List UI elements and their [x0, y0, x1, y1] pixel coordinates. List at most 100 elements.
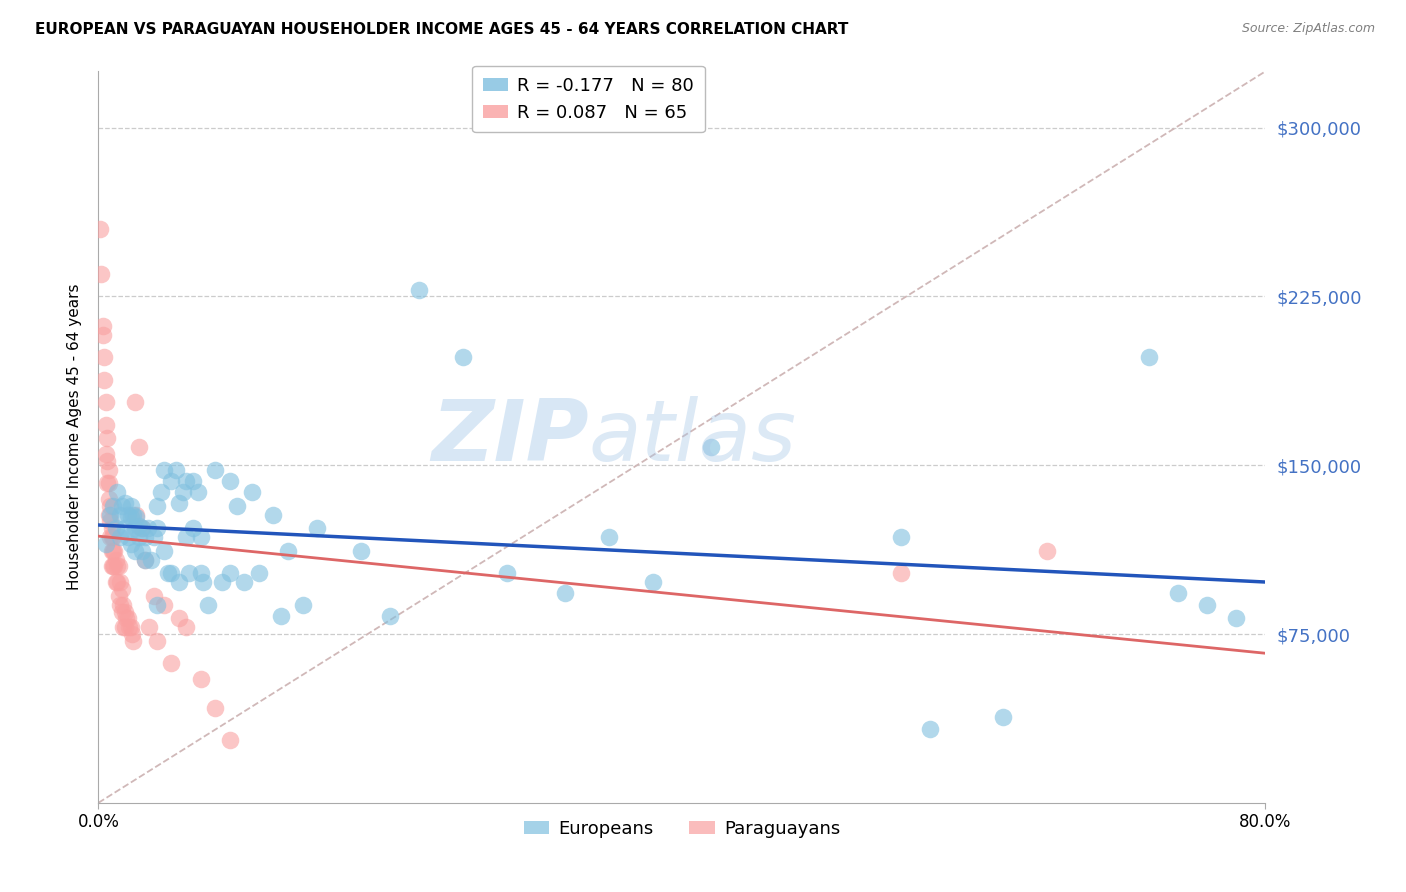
Point: [117, 530, 139, 544]
Point: [124, 543, 146, 558]
Point: [117, 611, 139, 625]
Point: [247, 566, 270, 581]
Point: [134, 553, 156, 567]
Point: [110, 530, 132, 544]
Point: [187, 485, 209, 500]
Point: [131, 543, 153, 558]
Point: [104, 553, 127, 567]
Point: [174, 620, 197, 634]
Point: [89, 222, 111, 236]
Point: [598, 530, 620, 544]
Point: [172, 485, 194, 500]
Point: [110, 508, 132, 522]
Point: [177, 566, 200, 581]
Point: [291, 598, 314, 612]
Point: [100, 521, 122, 535]
Point: [218, 732, 240, 747]
Point: [190, 530, 212, 544]
Point: [128, 440, 150, 454]
Point: [120, 620, 142, 634]
Point: [1167, 586, 1189, 600]
Point: [125, 510, 148, 524]
Point: [114, 521, 136, 535]
Point: [110, 598, 132, 612]
Point: [142, 530, 165, 544]
Point: [118, 620, 141, 634]
Point: [104, 575, 127, 590]
Point: [1195, 598, 1218, 612]
Point: [128, 519, 150, 533]
Point: [101, 559, 124, 574]
Point: [94, 395, 117, 409]
Point: [111, 605, 134, 619]
Point: [142, 589, 165, 603]
Point: [117, 508, 139, 522]
Point: [918, 722, 941, 736]
Point: [91, 327, 114, 342]
Point: [181, 521, 204, 535]
Point: [98, 499, 121, 513]
Point: [108, 559, 131, 574]
Point: [96, 453, 118, 467]
Point: [233, 575, 256, 590]
Point: [139, 553, 162, 567]
Point: [122, 508, 145, 522]
Point: [146, 598, 169, 612]
Point: [103, 559, 125, 574]
Point: [131, 521, 153, 535]
Point: [890, 566, 912, 581]
Point: [134, 553, 156, 567]
Point: [96, 476, 118, 491]
Point: [211, 575, 233, 590]
Point: [380, 609, 402, 624]
Point: [153, 598, 176, 612]
Point: [160, 566, 183, 581]
Point: [167, 575, 190, 590]
Point: [120, 537, 142, 551]
Point: [97, 491, 120, 506]
Point: [101, 543, 124, 558]
Point: [97, 476, 120, 491]
Point: [128, 530, 150, 544]
Point: [1225, 611, 1247, 625]
Point: [100, 530, 122, 544]
Point: [91, 318, 114, 333]
Point: [153, 463, 176, 477]
Point: [193, 575, 215, 590]
Point: [108, 589, 131, 603]
Point: [890, 530, 912, 544]
Point: [94, 447, 117, 461]
Point: [1137, 350, 1160, 364]
Point: [408, 283, 430, 297]
Point: [700, 440, 723, 454]
Point: [496, 566, 519, 581]
Point: [138, 620, 160, 634]
Point: [181, 474, 204, 488]
Point: [93, 350, 115, 364]
Point: [100, 559, 122, 574]
Point: [167, 611, 190, 625]
Point: [204, 463, 226, 477]
Point: [120, 499, 142, 513]
Point: [262, 508, 284, 522]
Point: [104, 521, 127, 535]
Point: [204, 701, 226, 715]
Point: [167, 496, 190, 510]
Point: [114, 496, 136, 510]
Text: Source: ZipAtlas.com: Source: ZipAtlas.com: [1241, 22, 1375, 36]
Point: [190, 566, 212, 581]
Point: [197, 598, 219, 612]
Legend: Europeans, Paraguayans: Europeans, Paraguayans: [516, 813, 848, 845]
Point: [98, 508, 121, 522]
Point: [146, 499, 169, 513]
Point: [110, 575, 132, 590]
Point: [153, 543, 176, 558]
Point: [190, 672, 212, 686]
Point: [174, 474, 197, 488]
Point: [124, 521, 146, 535]
Point: [157, 566, 180, 581]
Point: [134, 530, 156, 544]
Point: [277, 543, 299, 558]
Point: [101, 499, 124, 513]
Text: ZIP: ZIP: [430, 395, 589, 479]
